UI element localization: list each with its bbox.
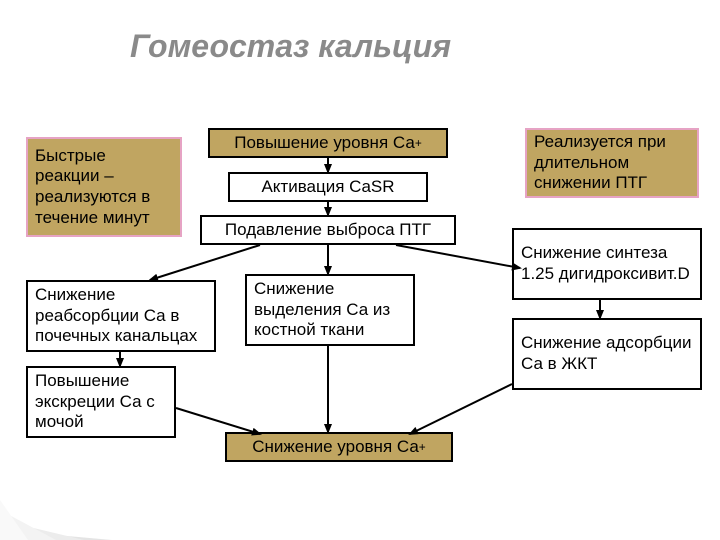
node-vit-d-synthesis: Снижение синтеза 1.25 дигидроксивит.D [512, 228, 702, 300]
node-gi-absorption: Снижение адсорбции Са в ЖКТ [512, 318, 702, 390]
note-slow-reactions: Реализуется при длительном снижении ПТГ [525, 128, 699, 198]
node-casr-activation: Активация CaSR [228, 172, 428, 202]
node-bone-release: Снижение выделения Са из костной ткани [245, 274, 415, 346]
node-ca-decrease: Снижение уровня Са+ [225, 432, 453, 462]
node-renal-reabsorption: Снижение реабсорбции Са в почечных канал… [26, 280, 216, 352]
node-urine-excretion: Повышение экскреции Са с мочой [26, 366, 176, 438]
node-ca-increase: Повышение уровня Са+ [208, 128, 448, 158]
node-pth-suppression: Подавление выброса ПТГ [200, 215, 456, 245]
page-title: Гомеостаз кальция [130, 28, 451, 65]
corner-decoration [0, 490, 140, 540]
note-fast-reactions: Быстрые реакции – реализуются в течение … [26, 137, 182, 237]
